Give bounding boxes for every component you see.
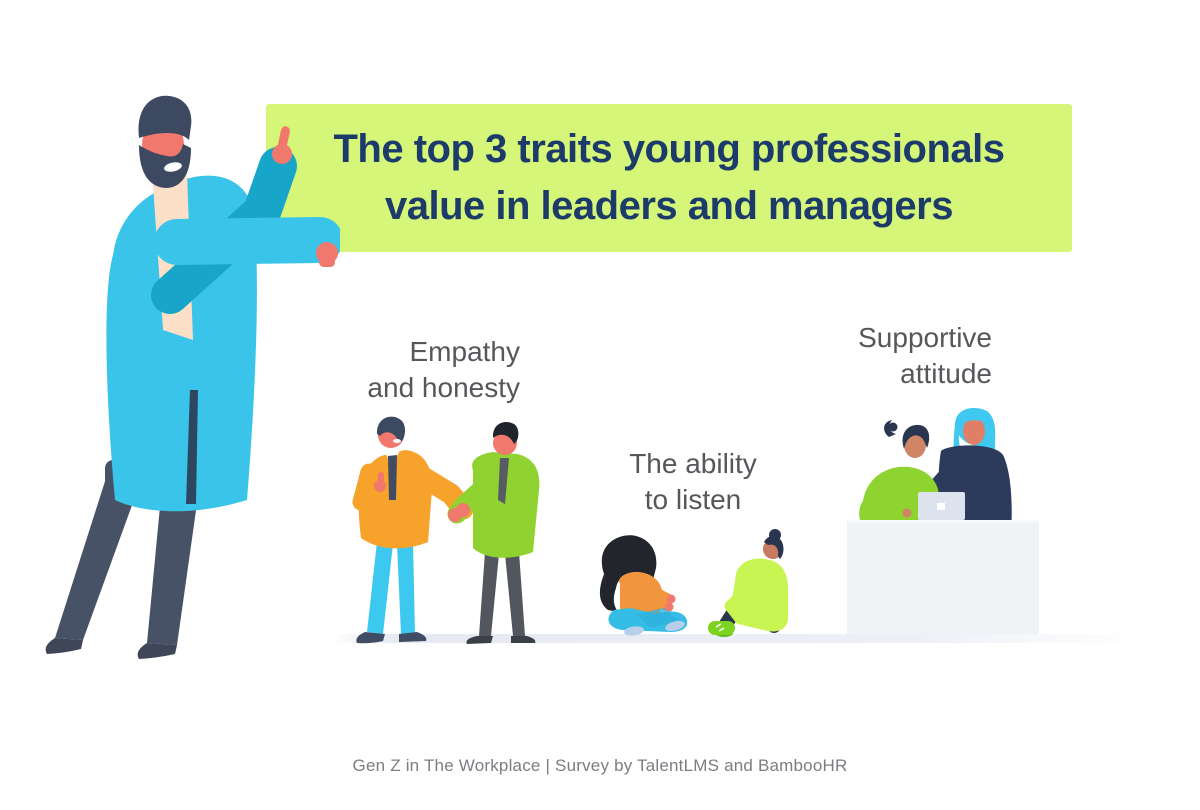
sitting-left-woman — [599, 535, 688, 636]
trait-1-line1: Empathy — [409, 336, 521, 367]
handshake-hands — [448, 503, 470, 522]
laptop — [918, 492, 965, 520]
trait-label-ability-to-listen: The ability to listen — [598, 446, 788, 518]
handshake-right-man — [447, 421, 540, 644]
trait-label-supportive-attitude: Supportive attitude — [805, 320, 992, 392]
trait-1-line2: and honesty — [367, 372, 520, 403]
trait-2-line1: The ability — [629, 448, 757, 479]
headline-banner: The top 3 traits young professionals val… — [266, 104, 1072, 252]
sitting-conversation-illustration — [599, 529, 788, 637]
source-attribution: Gen Z in The Workplace | Survey by Talen… — [352, 756, 848, 775]
ground-shadow — [330, 634, 1142, 643]
presenter-man-illustration — [45, 95, 340, 659]
page-title-line2: value in leaders and managers — [385, 184, 953, 228]
presenter-head — [138, 95, 192, 188]
trait-3-line1: Supportive — [858, 322, 992, 353]
presenter-pointing-arm — [151, 126, 297, 314]
trait-label-empathy-and-honesty: Empathy and honesty — [335, 334, 520, 406]
presenter-holding-arm — [154, 217, 340, 267]
sitting-right-woman — [708, 529, 788, 637]
trait-2-line2: to listen — [644, 484, 742, 515]
page-title-line1: The top 3 traits young professionals — [333, 127, 1005, 171]
handshake-left-man — [352, 416, 474, 644]
desk — [847, 520, 1039, 634]
trait-3-line2: attitude — [900, 358, 992, 389]
handshake-illustration — [352, 416, 540, 644]
page-title: The top 3 traits young professionals val… — [334, 121, 1005, 235]
desk-support-illustration — [847, 407, 1039, 634]
